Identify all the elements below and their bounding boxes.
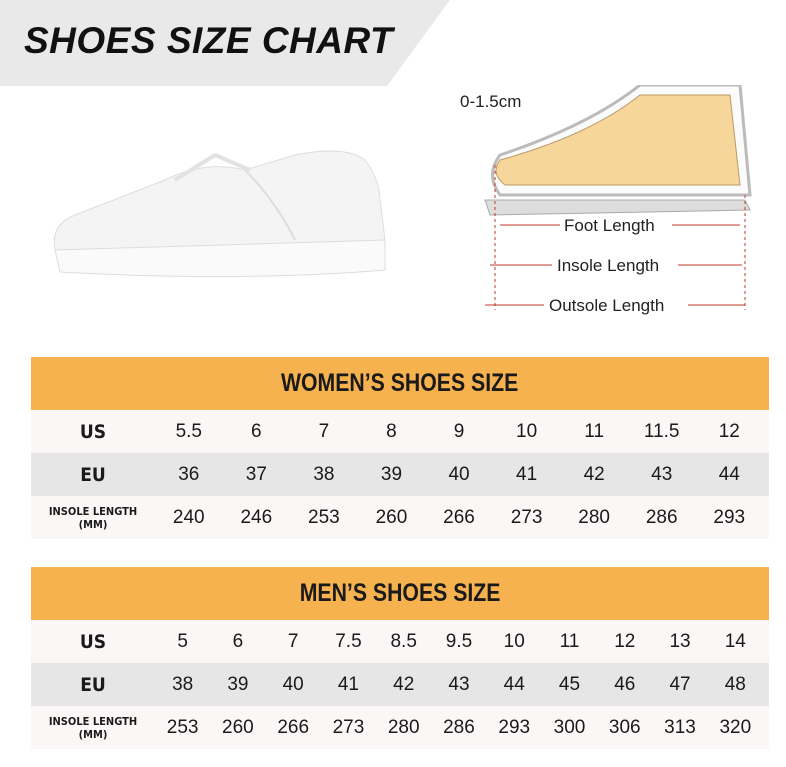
size-cell: 7 [287,630,299,652]
size-values: 240 246 253 260 266 273 280 286 293 [155,507,769,529]
size-cell: 7 [318,420,330,442]
size-cell: 8.5 [390,630,417,652]
men-size-table: MEN’S SHOES SIZE US 5 6 7 7.5 8.5 9.5 10 11 12 13 1… [31,567,769,749]
size-cell: 253 [166,716,199,738]
size-cell: 44 [503,673,525,695]
size-cell: 313 [664,716,696,738]
size-cell: 10 [516,420,538,442]
size-values: 253 260 266 273 280 286 293 300 306 313 320 [155,717,769,739]
women-table-header: WOMEN’S SHOES SIZE [31,357,769,410]
foot-diagram: 0-1.5cm Foot Length Insole Length Outsol… [460,85,752,315]
size-cell: 273 [510,506,543,528]
size-cell: 10 [503,630,525,652]
title-banner [0,0,450,86]
size-cell: 36 [178,463,200,485]
size-cell: 286 [645,506,678,528]
size-cell: 45 [558,673,581,695]
size-cell: 44 [718,463,740,485]
size-cell: 43 [448,673,470,695]
men-eu-row: EU 38 39 40 41 42 43 44 45 46 47 48 [31,663,769,706]
size-cell: 8 [386,420,397,442]
size-cell: 246 [240,506,273,528]
size-cell: 293 [498,716,531,738]
size-cell: 12 [718,420,740,442]
insole-length-label: Insole Length [557,256,659,275]
size-cell: 9.5 [445,630,473,652]
size-cell: 40 [282,673,304,695]
women-eu-row: EU 36 37 38 39 40 41 42 43 44 [31,453,769,496]
size-values: 36 37 38 39 40 41 42 43 44 [155,464,769,486]
size-cell: 260 [375,506,408,528]
size-cell: 40 [448,463,470,485]
size-cell: 280 [578,506,610,528]
size-cell: 300 [553,716,586,738]
women-us-row: US 5.5 6 7 8 9 10 11 11.5 12 [31,410,769,453]
size-cell: 306 [608,716,641,738]
size-cell: 39 [227,673,249,695]
size-cell: 12 [614,630,636,652]
size-values: 5 6 7 7.5 8.5 9.5 10 11 12 13 14 [155,631,769,653]
size-cell: 38 [313,463,335,485]
size-cell: 9 [453,420,465,442]
men-table-header: MEN’S SHOES SIZE [31,567,769,620]
men-insole-row: INSOLE LENGTH (MM) 253 260 266 273 280 286 293 30… [31,706,769,749]
women-size-table: WOMEN’S SHOES SIZE US 5.5 6 7 8 9 10 11 11.5 12 E… [31,357,769,539]
size-cell: 266 [443,506,475,528]
size-cell: 6 [232,630,244,652]
size-cell: 42 [393,673,415,695]
size-cell: 280 [387,716,420,738]
size-cell: 41 [337,673,359,695]
size-cell: 253 [308,506,340,528]
foot-length-label: Foot Length [564,216,655,235]
outsole-length-label: Outsole Length [549,296,664,315]
size-cell: 42 [583,463,605,485]
size-cell: 5 [177,630,188,652]
size-cell: 41 [516,463,538,485]
size-cell: 320 [719,716,752,738]
size-cell: 266 [277,716,310,738]
size-cell: 46 [614,673,636,695]
size-cell: 260 [222,716,254,738]
size-cell: 11.5 [643,420,680,442]
men-us-row: US 5 6 7 7.5 8.5 9.5 10 11 12 13 14 [31,620,769,663]
size-cell: 39 [380,463,403,485]
size-cell: 6 [251,420,262,442]
size-cell: 11 [584,420,605,442]
size-values: 5.5 6 7 8 9 10 11 11.5 12 [155,421,769,443]
size-cell: 5.5 [175,420,202,442]
size-cell: 47 [669,673,691,695]
size-cell: 14 [724,630,746,652]
size-cell: 240 [172,506,205,528]
page-title: SHOES SIZE CHART [24,20,394,61]
size-cell: 273 [332,716,365,738]
women-insole-row: INSOLE LENGTH (MM) 240 246 253 260 266 273 280 28… [31,496,769,539]
size-cell: 37 [245,463,267,485]
size-cell: 11 [559,630,580,652]
gap-label: 0-1.5cm [460,92,521,111]
size-cell: 293 [713,506,746,528]
size-cell: 48 [724,673,746,695]
size-cell: 13 [669,630,691,652]
size-cell: 43 [651,463,673,485]
size-cell: 7.5 [335,630,362,652]
size-cell: 38 [172,673,194,695]
size-cell: 286 [443,716,475,738]
sneaker-image [53,150,386,278]
size-values: 38 39 40 41 42 43 44 45 46 47 48 [155,674,769,696]
